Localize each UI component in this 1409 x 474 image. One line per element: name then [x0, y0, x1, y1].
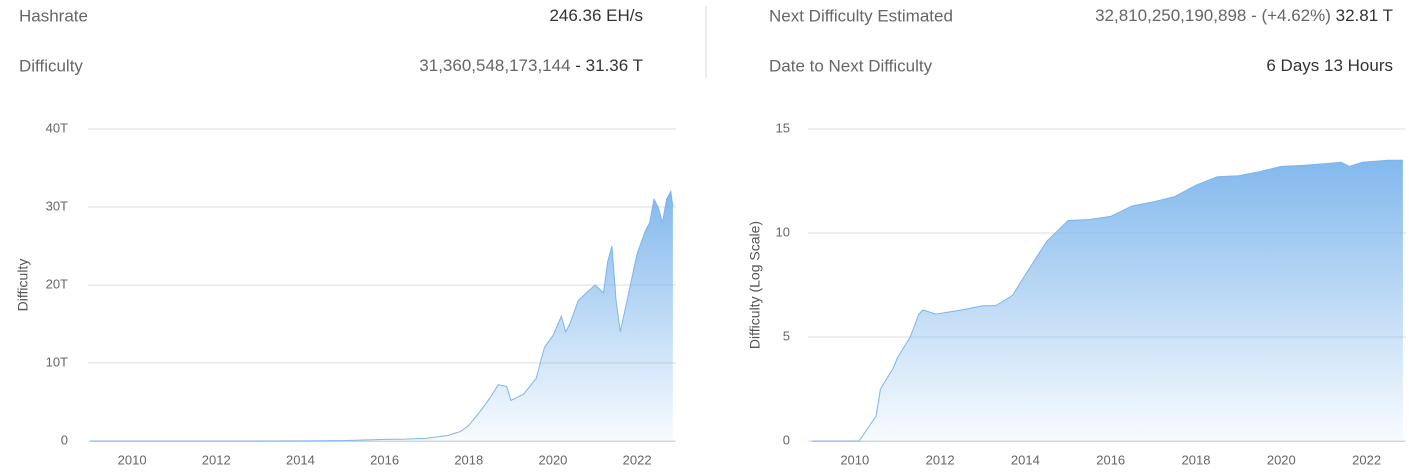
area-fill	[90, 191, 673, 441]
y-axis-title: Difficulty (Log Scale)	[747, 221, 763, 349]
x-tick-label: 2018	[454, 452, 483, 467]
y-tick-label: 0	[783, 432, 790, 447]
stat-value: 31,360,548,173,144 - 31.36 T	[419, 56, 643, 75]
y-axis-title: Difficulty	[15, 259, 31, 312]
area-fill	[812, 160, 1403, 441]
y-tick-label: 30T	[46, 198, 68, 213]
stat-value: 246.36 EH/s	[549, 6, 643, 25]
x-tick-label: 2010	[840, 452, 869, 467]
y-tick-label: 15	[776, 120, 790, 135]
stat-value-part: 6 Days 13 Hours	[1266, 56, 1393, 75]
stat-value-part: 246.36 EH/s	[549, 6, 643, 25]
x-tick-label: 2020	[538, 452, 567, 467]
x-tick-label: 2014	[286, 452, 315, 467]
x-tick-label: 2022	[623, 452, 652, 467]
x-tick-label: 2014	[1011, 452, 1040, 467]
x-tick-label: 2012	[202, 452, 231, 467]
x-tick-label: 2022	[1352, 452, 1381, 467]
y-tick-label: 5	[783, 328, 790, 343]
area-line	[90, 189, 674, 442]
y-tick-label: 20T	[46, 276, 68, 291]
x-tick-label: 2016	[370, 452, 399, 467]
stat-label: Difficulty	[19, 56, 83, 75]
x-tick-label: 2012	[926, 452, 955, 467]
stat-value-part: 32.81 T	[1331, 6, 1393, 25]
y-tick-label: 0	[61, 432, 68, 447]
x-tick-label: 2018	[1182, 452, 1211, 467]
y-tick-label: 10T	[46, 354, 68, 369]
stat-label: Date to Next Difficulty	[769, 56, 933, 75]
x-tick-label: 2016	[1096, 452, 1125, 467]
y-tick-label: 40T	[46, 120, 68, 135]
stat-value: 32,810,250,190,898 - (+4.62%) 32.81 T	[1095, 6, 1393, 25]
stat-label: Next Difficulty Estimated	[769, 6, 953, 25]
stat-value-part: 31,360,548,173,144	[419, 56, 570, 75]
x-tick-label: 2010	[118, 452, 147, 467]
area-line	[812, 159, 1403, 442]
stat-value-part: 32,810,250,190,898 - (+4.62%)	[1095, 6, 1331, 25]
stat-value-part: - 31.36 T	[571, 56, 643, 75]
stat-label: Hashrate	[19, 6, 88, 25]
stat-value: 6 Days 13 Hours	[1266, 56, 1393, 75]
x-tick-label: 2020	[1267, 452, 1296, 467]
y-tick-label: 10	[776, 224, 790, 239]
